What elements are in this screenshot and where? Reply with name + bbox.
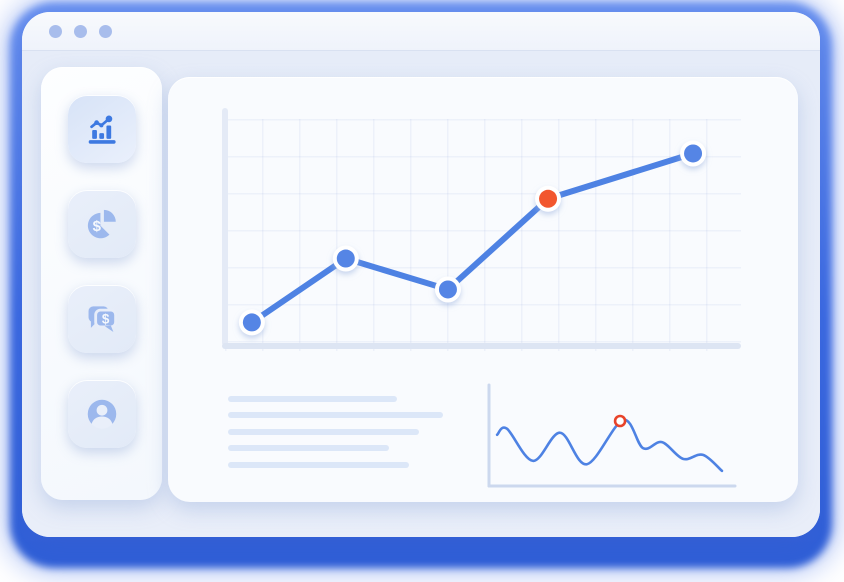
text-placeholder-block: [228, 396, 443, 468]
window-body: $ $: [22, 51, 820, 537]
window-titlebar: [22, 12, 820, 51]
mini-sparkline-chart: [495, 414, 724, 473]
main-line-chart: [238, 140, 707, 336]
app-window: $ $: [22, 12, 820, 537]
text-placeholder-line: [228, 412, 443, 419]
pie-chart-dollar-icon: $: [87, 209, 116, 239]
sidebar: $ $: [41, 67, 162, 500]
window-control-dot[interactable]: [74, 24, 87, 38]
sidebar-item-profile[interactable]: [67, 380, 136, 448]
sidebar-item-pie-report[interactable]: $: [67, 190, 136, 258]
text-placeholder-line: [228, 461, 409, 468]
window-control-dot[interactable]: [99, 24, 112, 38]
sidebar-item-finance-chat[interactable]: $: [67, 285, 136, 353]
bar-chart-trend-icon: [88, 115, 116, 144]
text-placeholder-line: [228, 445, 389, 452]
sidebar-item-analytics[interactable]: [67, 95, 136, 163]
dollar-glyph: $: [92, 218, 101, 235]
user-avatar-icon: [87, 399, 116, 429]
main-panel: [168, 77, 798, 502]
charts-canvas: [222, 108, 741, 488]
text-placeholder-line: [228, 428, 419, 435]
text-placeholder-line: [228, 396, 397, 402]
window-control-dot[interactable]: [49, 24, 62, 38]
dollar-glyph: $: [101, 312, 109, 327]
chat-bubbles-dollar-icon: $: [88, 306, 117, 332]
